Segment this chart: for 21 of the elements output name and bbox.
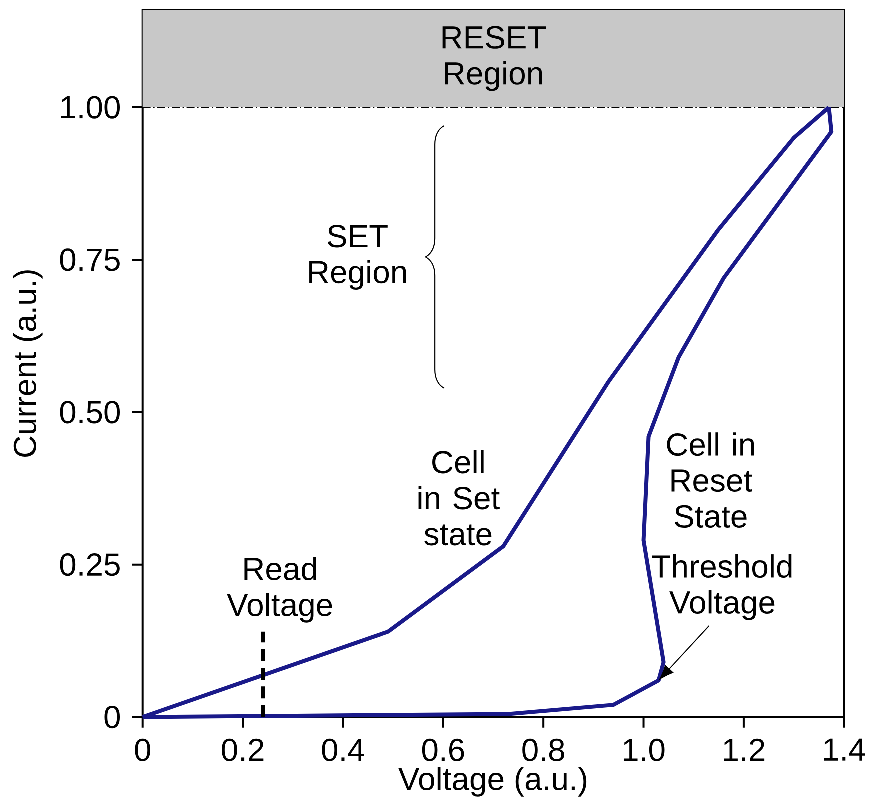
y-tick-label: 0.50 xyxy=(60,401,120,424)
x-tick-label: 0 xyxy=(135,739,150,762)
y-tick-label: 1.00 xyxy=(62,96,120,120)
x-tick-label: 0.8 xyxy=(522,739,564,762)
y-axis-title: Current (a.u.) xyxy=(13,270,43,458)
x-tick-label: 0.4 xyxy=(322,739,364,762)
annotation: Threshold Voltage xyxy=(652,554,792,621)
y-tick-label: 0.25 xyxy=(60,554,120,576)
x-tick-label: 1.2 xyxy=(724,739,765,762)
x-axis-title: Voltage (a.u.) xyxy=(398,767,587,798)
annotation: Cell in Set state xyxy=(418,450,500,546)
annotation: SET Region xyxy=(310,225,406,290)
annotation: Read Voltage xyxy=(227,557,332,624)
x-tick-label: 0.2 xyxy=(222,739,264,762)
x-tick-label: 1.0 xyxy=(624,739,665,762)
y-tick-label: 0 xyxy=(104,706,120,729)
band-label: RESET Region xyxy=(442,26,546,92)
x-tick-label: 0.6 xyxy=(422,739,464,762)
x-tick-label: 1.4 xyxy=(824,739,866,762)
y-tick-label: 0.75 xyxy=(60,248,120,272)
annotation: Cell in Reset State xyxy=(667,432,754,528)
